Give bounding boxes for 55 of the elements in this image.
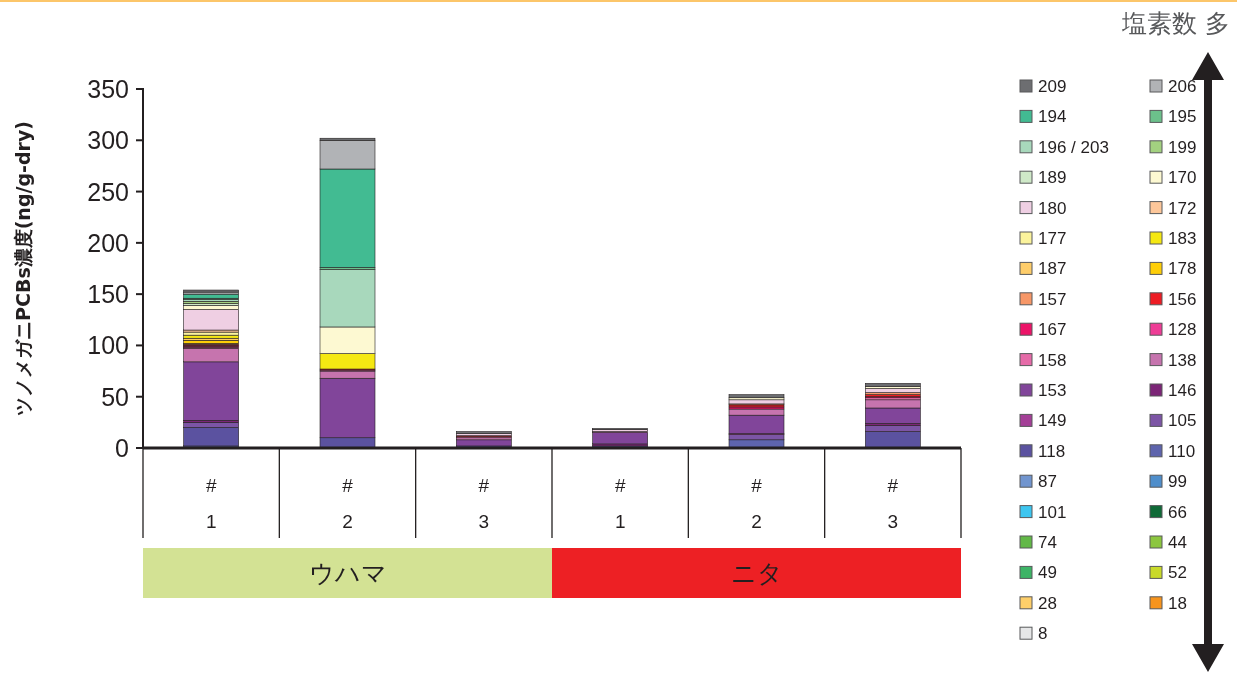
x-tick-label: # 3: [887, 475, 899, 532]
x-tick-label: # 1: [205, 475, 217, 532]
legend-label: 195: [1168, 107, 1197, 127]
text: 塩素数 多: [1121, 9, 1230, 38]
legend-label: 153: [1038, 381, 1067, 400]
y-tick-label: 150: [87, 280, 129, 309]
legend-label: 189: [1038, 168, 1067, 188]
legend-label: 157: [1038, 289, 1067, 309]
y-tick-label: 100: [87, 331, 129, 360]
legend-label: 28: [1038, 593, 1057, 613]
legend-label: 199: [1168, 137, 1197, 157]
y-tick-label: 50: [101, 382, 129, 411]
legend-label: 206: [1168, 77, 1197, 96]
y-tick-label: 200: [87, 228, 129, 257]
legend-label: 209: [1038, 77, 1067, 96]
legend-label: 196 / 203: [1038, 137, 1109, 157]
y-tick-label: 250: [87, 177, 129, 206]
legend-label: 128: [1168, 320, 1197, 340]
legend-label: 158: [1038, 350, 1067, 370]
legend-label: 172: [1168, 198, 1197, 218]
legend-label: 138: [1168, 350, 1197, 370]
y-tick-label: 0: [115, 434, 129, 462]
y-tick-label: 350: [87, 75, 129, 103]
legend-label: 149: [1038, 411, 1067, 431]
legend-label: 146: [1168, 381, 1197, 400]
legend-label: 170: [1168, 168, 1197, 188]
legend-label: 180: [1038, 198, 1067, 218]
legend-label: 99: [1168, 472, 1187, 492]
legend-label: 183: [1168, 229, 1197, 248]
legend-label: 18: [1168, 593, 1187, 613]
legend-label: 87: [1038, 472, 1057, 492]
legend-label: 44: [1168, 533, 1187, 552]
text: ウハマ: [308, 559, 387, 588]
x-tick-label: # 1: [614, 475, 626, 532]
legend-label: 52: [1168, 563, 1187, 583]
legend-label: 110: [1168, 441, 1196, 461]
legend-label: 74: [1038, 533, 1057, 552]
legend-label: 187: [1038, 259, 1067, 279]
legend-label: 101: [1038, 502, 1067, 522]
legend-label: 49: [1038, 563, 1057, 583]
y-axis-title: ツノメガニPCBs濃度(ng/g-dry): [12, 121, 34, 416]
legend-label: 118: [1038, 441, 1066, 461]
legend-label: 8: [1038, 624, 1048, 644]
legend-label: 66: [1168, 502, 1187, 522]
legend-label: 167: [1038, 320, 1067, 340]
legend-label: 105: [1168, 411, 1197, 431]
text: ニタ: [730, 559, 783, 588]
legend-label: 177: [1038, 229, 1067, 248]
x-tick-label: # 3: [478, 475, 490, 532]
x-tick-label: # 2: [751, 475, 763, 532]
legend-label: 156: [1168, 289, 1197, 309]
x-tick-label: # 2: [342, 475, 354, 532]
legend-label: 178: [1168, 259, 1197, 279]
y-tick-label: 300: [87, 126, 129, 155]
legend-label: 194: [1038, 107, 1067, 127]
